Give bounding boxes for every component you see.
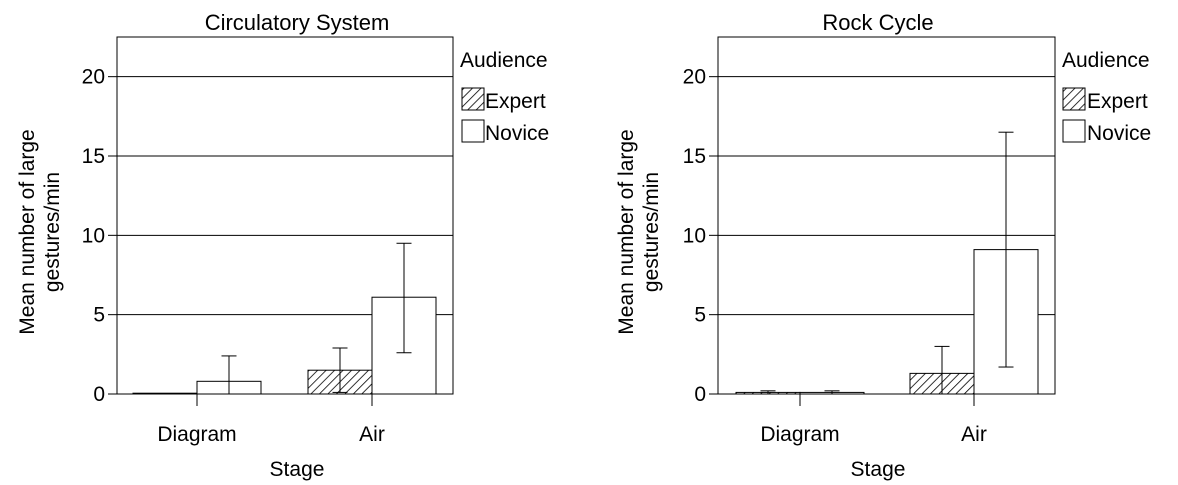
chart-title: Rock Cycle — [822, 10, 933, 35]
x-tick-label-air: Air — [961, 423, 987, 446]
x-tick-label-air: Air — [359, 423, 385, 446]
bars — [735, 131, 1039, 406]
legend-swatch-novice — [1062, 119, 1086, 143]
legend-swatch-expert — [461, 87, 485, 111]
legend-title: Audience — [460, 49, 548, 72]
legend-label-expert: Expert — [485, 90, 546, 113]
legend-swatch-novice — [461, 119, 485, 143]
y-axis-label-line-2: gestures/min — [640, 172, 663, 292]
legend-swatch-expert — [1062, 87, 1086, 111]
gridlines: 0 5 10 15 20 — [683, 66, 1055, 406]
x-axis-label: Stage — [270, 458, 325, 481]
bars — [132, 242, 437, 406]
chart-panel-circulatory: 0 5 10 15 20 Circulatory System Mean number … — [16, 10, 549, 481]
y-axis-label-line-1: Mean number of large — [16, 129, 39, 334]
y-tick-label-15: 15 — [683, 145, 706, 168]
x-axis-label: Stage — [851, 458, 906, 481]
legend-label-novice: Novice — [1087, 122, 1151, 145]
y-tick-label-10: 10 — [683, 224, 706, 247]
y-axis-label-line-1: Mean number of large — [615, 129, 638, 334]
plot-frame — [116, 36, 454, 395]
y-tick-label-5: 5 — [93, 304, 105, 327]
y-tick-label-20: 20 — [683, 66, 706, 89]
y-tick-label-15: 15 — [82, 145, 105, 168]
x-tick-label-diagram: Diagram — [157, 423, 236, 446]
y-tick-label-0: 0 — [694, 383, 706, 406]
y-tick-label-5: 5 — [694, 304, 706, 327]
y-tick-label-20: 20 — [82, 66, 105, 89]
x-tick-label-diagram: Diagram — [760, 423, 839, 446]
chart-title: Circulatory System — [205, 10, 390, 35]
y-tick-label-0: 0 — [93, 383, 105, 406]
y-tick-label-10: 10 — [82, 224, 105, 247]
legend-label-expert: Expert — [1087, 90, 1148, 113]
plot-frame — [717, 36, 1056, 395]
legend-title: Audience — [1062, 49, 1150, 72]
y-axis-label-line-2: gestures/min — [41, 172, 64, 292]
chart-panel-rock-cycle: 0 5 10 15 20 Rock Cycle Mean number of large… — [615, 10, 1151, 481]
legend-label-novice: Novice — [485, 122, 549, 145]
